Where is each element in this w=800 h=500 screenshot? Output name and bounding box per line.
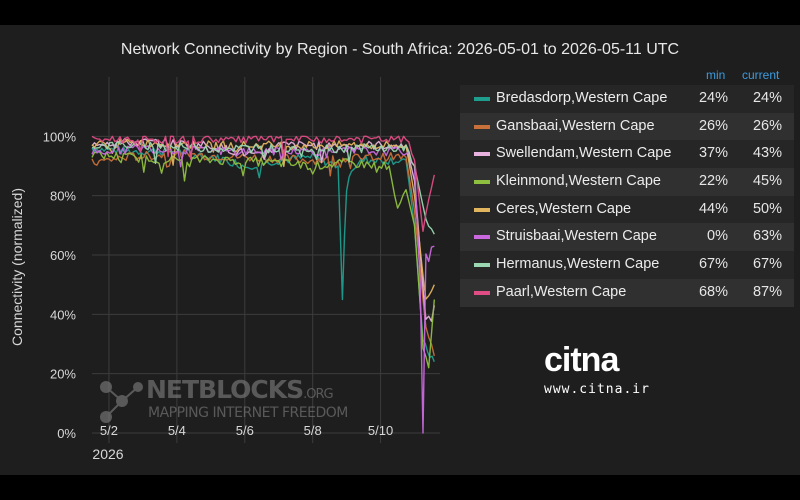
chart-frame: Network Connectivity by Region - South A… (0, 25, 800, 475)
legend-item-name: Paarl,Western Cape (496, 283, 627, 300)
legend-item-current: 24% (752, 90, 782, 106)
legend-item-current: 87% (752, 283, 782, 300)
legend-swatch (474, 180, 490, 185)
x-tick-label: 5/10 (368, 423, 393, 438)
x-tick-label: 5/8 (304, 423, 322, 438)
netblocks-tagline: MAPPING INTERNET FREEDOM (148, 405, 348, 421)
legend-item-min: 0% (707, 228, 728, 245)
citna-url: www.citna.ir (544, 382, 650, 397)
legend-min-header: min (706, 68, 726, 82)
series-lines (91, 135, 435, 434)
series-line-3 (91, 137, 435, 322)
y-axis-label: Connectivity (normalized) (9, 188, 25, 346)
series-line-1 (91, 145, 435, 363)
legend-swatch (474, 235, 490, 240)
legend-swatch (474, 290, 490, 295)
legend-item-current: 43% (752, 145, 782, 162)
legend-item-name: Bredasdorp,Western Cape (496, 90, 668, 106)
x-tick-label: 5/2 (100, 423, 118, 438)
legend-item[interactable]: Gansbaai,Western Cape 26% 26% (460, 112, 794, 141)
legend-item-name: Ceres,Western Cape (496, 200, 632, 217)
series-line-4 (91, 149, 435, 369)
y-axis-ticks: 0% 20% 40% 60% 80% 100% (43, 129, 77, 441)
netblocks-name: NETBLOCKS.ORG (146, 375, 334, 404)
x-axis-ticks: 5/2 5/4 5/6 5/8 5/10 (100, 423, 393, 438)
legend-item-name: Struisbaai,Western Cape (496, 228, 657, 245)
legend-item-min: 22% (698, 173, 728, 190)
chart-title: Network Connectivity by Region - South A… (120, 41, 680, 58)
legend-header: min current (460, 65, 794, 85)
legend-item-name: Gansbaai,Western Cape (496, 117, 655, 134)
legend-item-min: 44% (698, 200, 728, 217)
line-chart: 0% 20% 40% 60% 80% 100% 5/2 5/4 5/6 5/8 5/10 Conn… (9, 77, 440, 462)
legend-item-min: 37% (698, 145, 728, 162)
legend-item-min: 68% (698, 283, 728, 300)
legend-item-current: 45% (752, 173, 782, 190)
netblocks-watermark: NETBLOCKS.ORG MAPPING INTERNET FREEDOM (94, 375, 354, 435)
x-tick-label: 5/6 (236, 423, 254, 438)
legend-item-min: 24% (698, 90, 728, 106)
legend: min current Bredasdorp,Western Cape 24% 24… (460, 65, 794, 307)
legend-item-name: Kleinmond,Western Cape (496, 173, 661, 190)
legend-item-current: 63% (752, 228, 782, 245)
legend-item[interactable]: Hermanus,Western Cape 67% 67% (460, 251, 794, 279)
netblocks-logo-icon (100, 381, 143, 423)
y-tick-label: 80% (50, 189, 76, 204)
legend-item-min: 26% (698, 117, 728, 134)
legend-item[interactable]: Ceres,Western Cape 44% 50% (460, 195, 794, 224)
citna-logo: citna (544, 341, 619, 379)
y-tick-label: 20% (50, 367, 76, 382)
legend-item[interactable]: Kleinmond,Western Cape 22% 45% (460, 168, 794, 196)
y-tick-label: 40% (50, 307, 76, 322)
y-tick-label: 60% (50, 248, 76, 263)
legend-swatch (474, 263, 490, 268)
y-tick-label: 100% (43, 129, 77, 144)
legend-item-min: 67% (698, 256, 728, 273)
legend-rows: Bredasdorp,Western Cape 24% 24% Gansbaai,We… (460, 85, 794, 307)
legend-item[interactable]: Struisbaai,Western Cape 0% 63% (460, 223, 794, 252)
series-line-8 (91, 135, 435, 233)
legend-current-header: current (742, 68, 780, 82)
series-line-2 (91, 149, 435, 357)
legend-swatch (474, 124, 490, 129)
legend-swatch (474, 97, 490, 101)
legend-item[interactable]: Bredasdorp,Western Cape 24% 24% (460, 85, 794, 113)
legend-swatch (474, 207, 490, 212)
legend-item-current: 67% (752, 256, 782, 273)
x-axis-year-label: 2026 (92, 446, 123, 462)
citna-watermark: citna www.citna.ir (544, 341, 664, 397)
legend-swatch (474, 152, 490, 157)
legend-item[interactable]: Paarl,Western Cape 68% 87% (460, 278, 794, 307)
x-tick-label: 5/4 (168, 423, 186, 438)
legend-item-current: 50% (752, 200, 782, 217)
legend-item-current: 26% (752, 117, 782, 134)
y-tick-label: 0% (57, 426, 76, 441)
legend-item[interactable]: Swellendam,Western Cape 37% 43% (460, 140, 794, 169)
legend-item-name: Hermanus,Western Cape (496, 256, 660, 273)
series-line-7 (91, 140, 435, 235)
legend-item-name: Swellendam,Western Cape (496, 145, 672, 162)
